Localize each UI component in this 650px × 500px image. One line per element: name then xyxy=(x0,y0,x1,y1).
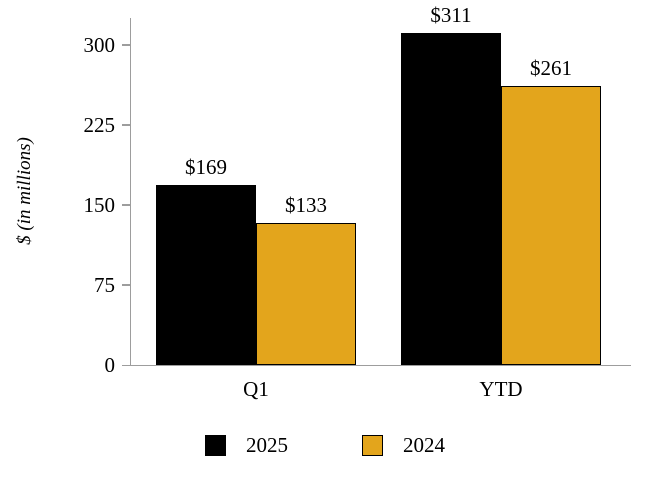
bar-value-label: $261 xyxy=(530,56,572,81)
y-tick-label: 75 xyxy=(94,272,115,297)
y-axis-title: $ (in millions) xyxy=(14,137,35,245)
y-tick-label: 150 xyxy=(83,192,116,217)
legend-item-2025: 2025 xyxy=(205,433,288,458)
plot-area: 0 75 150 225 300 $169 $133 Q1 $311 $261 YTD xyxy=(84,3,631,401)
y-tick-label: 0 xyxy=(104,353,116,377)
y-tick-mark xyxy=(122,284,131,286)
legend-swatch-2025 xyxy=(205,435,226,456)
y-tick-mark xyxy=(122,124,131,126)
y-tick-mark xyxy=(122,364,131,366)
legend-item-2024: 2024 xyxy=(362,433,445,458)
legend: 2025 2024 xyxy=(0,433,650,458)
bar-value-label: $133 xyxy=(285,192,327,217)
bar-group: $169 $133 xyxy=(156,18,356,365)
legend-label: 2025 xyxy=(246,433,288,457)
bar-2025 xyxy=(401,32,501,365)
y-tick-label: 225 xyxy=(83,112,116,137)
x-category-label: Q1 xyxy=(243,377,269,401)
bar-value-label: $169 xyxy=(185,154,227,179)
y-tick-mark xyxy=(122,204,131,206)
bar-value-label: $311 xyxy=(430,2,472,27)
bar-group: $311 $261 xyxy=(401,3,601,365)
bar-2024 xyxy=(256,223,356,365)
x-category-label: YTD xyxy=(479,377,523,401)
bar-2024 xyxy=(501,86,601,365)
legend-swatch-2024 xyxy=(362,435,383,456)
y-tick-mark xyxy=(122,44,131,46)
bar-2025 xyxy=(156,184,256,365)
y-tick-label: 300 xyxy=(83,32,116,57)
legend-label: 2024 xyxy=(403,433,445,457)
